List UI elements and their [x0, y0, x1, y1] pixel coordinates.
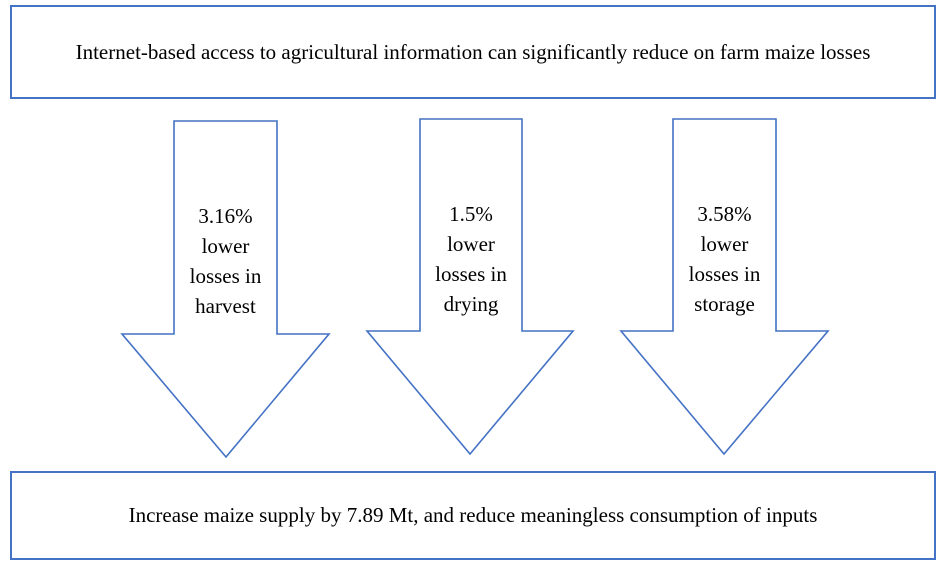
drying-stage: drying: [443, 292, 499, 316]
harvest-line-3: losses in: [189, 264, 262, 288]
drying-line-3: losses in: [435, 262, 507, 286]
harvest-percent: 3.16%: [198, 204, 253, 228]
drying-percent: 1.5%: [449, 202, 493, 226]
harvest-arrow-label: 3.16% lower losses in harvest: [174, 201, 277, 321]
storage-line-2: lower: [700, 232, 749, 256]
drying-arrow-label: 1.5% lower losses in drying: [420, 199, 522, 319]
storage-arrow-label: 3.58% lower losses in storage: [673, 199, 776, 319]
drying-arrow: [365, 118, 575, 456]
drying-line-2: lower: [447, 232, 495, 256]
storage-stage: storage: [694, 292, 755, 316]
top-statement-text: Internet-based access to agricultural in…: [75, 39, 871, 64]
storage-line-3: losses in: [688, 262, 761, 286]
harvest-line-2: lower: [201, 234, 250, 258]
harvest-stage: harvest: [195, 294, 256, 318]
bottom-outcome-box: Increase maize supply by 7.89 Mt, and re…: [10, 471, 936, 560]
bottom-outcome-text: Increase maize supply by 7.89 Mt, and re…: [128, 503, 818, 527]
top-statement-box: Internet-based access to agricultural in…: [10, 5, 936, 99]
harvest-arrow: [120, 120, 331, 459]
storage-arrow: [619, 118, 830, 456]
storage-percent: 3.58%: [697, 202, 752, 226]
